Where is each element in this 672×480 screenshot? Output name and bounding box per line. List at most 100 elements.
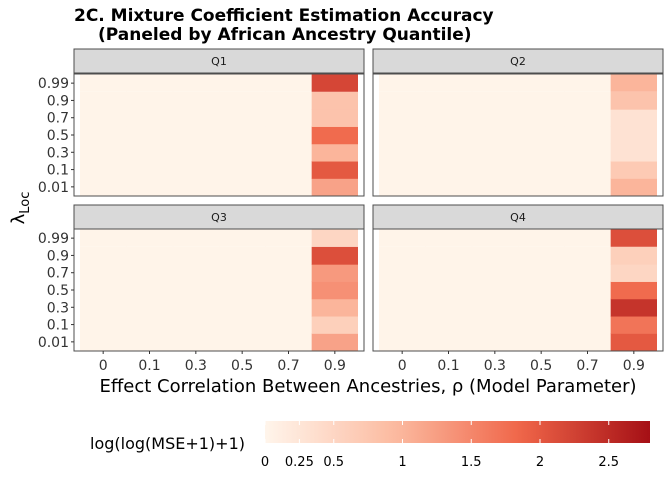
heat-cell: [311, 160, 358, 179]
heat-cell: [518, 264, 565, 282]
heat-cell: [564, 246, 612, 265]
heat-cell: [219, 143, 266, 162]
heat-cell: [610, 74, 657, 92]
y-axis-label: λLoc: [8, 192, 33, 225]
heat-cell: [80, 298, 127, 317]
heat-cell: [425, 91, 473, 110]
heat-cell: [518, 178, 565, 197]
heat-cell: [518, 333, 565, 352]
x-tick-label: 0.9: [324, 358, 346, 374]
x-tick-label: 0.5: [530, 358, 552, 374]
heat-cell: [80, 160, 127, 179]
y-tick-label: 0.3: [47, 300, 69, 316]
heat-cell: [265, 160, 313, 179]
x-tick-label: 0.1: [138, 358, 160, 374]
x-tick-label: 0: [398, 358, 407, 374]
y-tick-label: 0.99: [38, 231, 69, 247]
heat-cell: [126, 333, 174, 352]
y-tick-label: 0.9: [47, 248, 69, 264]
legend-tick-label: 0: [261, 455, 269, 470]
heat-cell: [80, 109, 127, 127]
heat-cell: [425, 315, 473, 334]
heat-cell: [425, 74, 473, 92]
heat-cell: [311, 74, 358, 92]
heat-cell: [518, 298, 565, 317]
heat-cell: [610, 229, 657, 247]
heat-cell: [311, 109, 358, 127]
heat-cell: [311, 229, 358, 247]
heat-cell: [126, 315, 174, 334]
heat-cell: [518, 281, 565, 300]
panels-layer: Q1 Q2 Q3 Q4: [73, 48, 664, 352]
heat-cell: [379, 298, 426, 317]
heat-cell: [379, 91, 426, 110]
heat-cell: [610, 126, 657, 145]
heat-cell: [471, 143, 519, 162]
heat-cell: [425, 160, 473, 179]
heat-cell: [564, 333, 612, 352]
panel-q3: Q3: [73, 204, 365, 352]
facet-strip: [372, 48, 664, 74]
x-tick-label: 0.5: [231, 358, 253, 374]
heat-cell: [265, 126, 313, 145]
heat-cell: [265, 229, 313, 247]
heat-cell: [311, 298, 358, 317]
heat-cell: [610, 109, 657, 127]
x-axis-label: Effect Correlation Between Ancestries, ρ…: [99, 376, 636, 397]
heat-cell: [80, 74, 127, 92]
heat-cell: [219, 246, 266, 265]
heat-cell: [80, 264, 127, 282]
heat-cell: [425, 143, 473, 162]
heat-cell: [518, 160, 565, 179]
heat-cell: [265, 143, 313, 162]
heat-cell: [126, 281, 174, 300]
heat-cell: [610, 298, 657, 317]
heat-cell: [219, 126, 266, 145]
heat-cell: [564, 74, 612, 92]
panel-border: [372, 73, 664, 197]
facet-label: Q1: [211, 55, 227, 68]
heat-cell: [425, 246, 473, 265]
heat-cell: [564, 264, 612, 282]
axes-layer: 0.010.10.30.50.70.90.990.010.10.30.50.70…: [8, 76, 645, 397]
facet-label: Q2: [510, 55, 526, 68]
heat-cell: [379, 333, 426, 352]
heat-cell: [172, 126, 220, 145]
heat-cell: [610, 333, 657, 352]
heat-cell: [172, 246, 220, 265]
heat-cell: [172, 333, 220, 352]
heat-cell: [311, 246, 358, 265]
heat-cell: [172, 143, 220, 162]
heat-cell: [126, 246, 174, 265]
heat-cell: [425, 126, 473, 145]
heat-cell: [126, 178, 174, 197]
heat-cell: [610, 143, 657, 162]
facet-label: Q3: [211, 211, 227, 224]
heat-cell: [564, 126, 612, 145]
legend-tick-label: 1: [398, 455, 406, 470]
heat-cell: [126, 109, 174, 127]
heat-cell: [265, 74, 313, 92]
heat-cell: [126, 298, 174, 317]
heat-cell: [311, 178, 358, 197]
heat-cell: [219, 229, 266, 247]
heat-cell: [564, 298, 612, 317]
heat-cell: [265, 315, 313, 334]
heat-cell: [219, 281, 266, 300]
x-tick-label: 0.7: [576, 358, 598, 374]
heat-cell: [172, 91, 220, 110]
heat-cell: [610, 315, 657, 334]
heat-cell: [379, 109, 426, 127]
heat-cell: [471, 160, 519, 179]
heat-cell: [265, 178, 313, 197]
heat-cell: [425, 333, 473, 352]
heat-cell: [564, 91, 612, 110]
heat-cell: [518, 143, 565, 162]
x-tick-label: 0.9: [623, 358, 645, 374]
heat-cell: [80, 281, 127, 300]
chart-title-line-2: (Paneled by African Ancestry Quantile): [98, 25, 472, 45]
y-tick-label: 0.5: [47, 283, 69, 299]
legend: log(log(MSE+1)+1) 0 0.25 0.5 1 1.5 2 2.5: [90, 421, 650, 470]
heat-cell: [311, 126, 358, 145]
heat-cell: [518, 315, 565, 334]
